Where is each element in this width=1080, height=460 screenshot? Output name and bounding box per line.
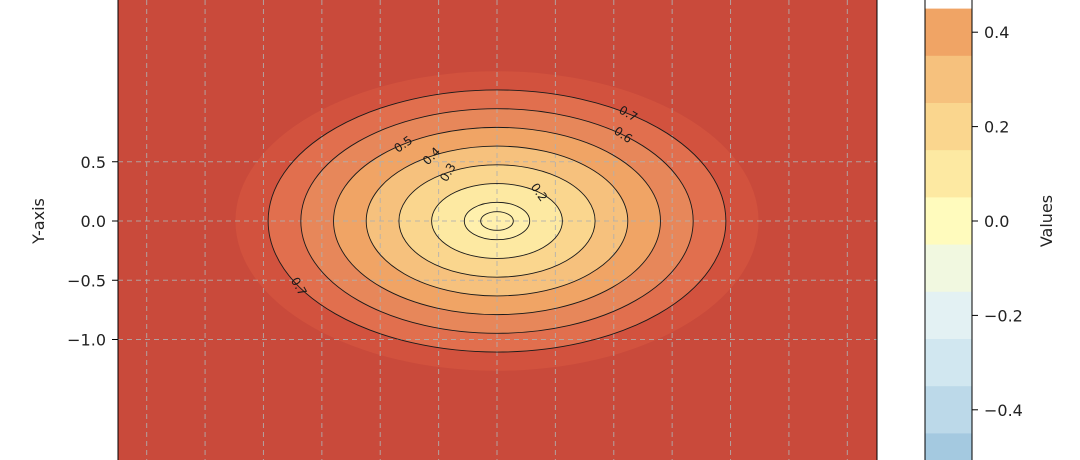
contour-line — [365, 145, 629, 297]
plot-area: 0.20.30.40.5 0.60.70.7 — [118, 0, 877, 460]
grid-layer — [118, 0, 877, 460]
y-tick-label: 0.5 — [81, 153, 106, 172]
colorbar-band — [925, 150, 972, 198]
y-axis-label: Y-axis — [29, 198, 48, 245]
colorbar-bands — [925, 8, 972, 460]
contour-line-layer — [267, 89, 727, 353]
colorbar-band — [925, 339, 972, 387]
colorbar-band — [925, 8, 972, 57]
y-tick-label: −1.0 — [67, 331, 106, 350]
contour-line — [333, 126, 661, 316]
colorbar-band — [925, 55, 972, 104]
contour-line — [480, 211, 514, 231]
y-tick-label: −0.5 — [67, 271, 106, 290]
colorbar-tick-label: −0.2 — [984, 306, 1023, 325]
colorbar-frame — [924, 0, 973, 460]
colorbar-tick-label: 0.2 — [984, 118, 1009, 137]
y-tick-label: 0.0 — [81, 212, 106, 231]
colorbar-tick-label: −0.4 — [984, 401, 1023, 420]
colorbar-band — [925, 244, 972, 293]
contour-line — [431, 183, 563, 259]
colorbar-band — [925, 103, 972, 151]
contour-line — [463, 201, 531, 241]
y-axis: 0.5 0.0 −0.5 −1.0 — [67, 153, 118, 350]
colorbar: 0.4 0.2 0.0 −0.2 −0.4 — [924, 0, 1023, 460]
colorbar-band — [925, 197, 972, 246]
contour-line — [300, 108, 694, 334]
contour-line — [398, 164, 596, 278]
colorbar-tick-label: 0.4 — [984, 23, 1009, 42]
colorbar-tick-label: 0.0 — [984, 212, 1009, 231]
colorbar-band — [925, 433, 972, 460]
axes-frame — [117, 0, 878, 460]
colorbar-band — [925, 386, 972, 434]
colorbar-label: Values — [1037, 195, 1056, 247]
colorbar-band — [925, 291, 972, 340]
contour-line — [267, 89, 727, 353]
colorbar-ticks: 0.4 0.2 0.0 −0.2 −0.4 — [972, 23, 1023, 420]
